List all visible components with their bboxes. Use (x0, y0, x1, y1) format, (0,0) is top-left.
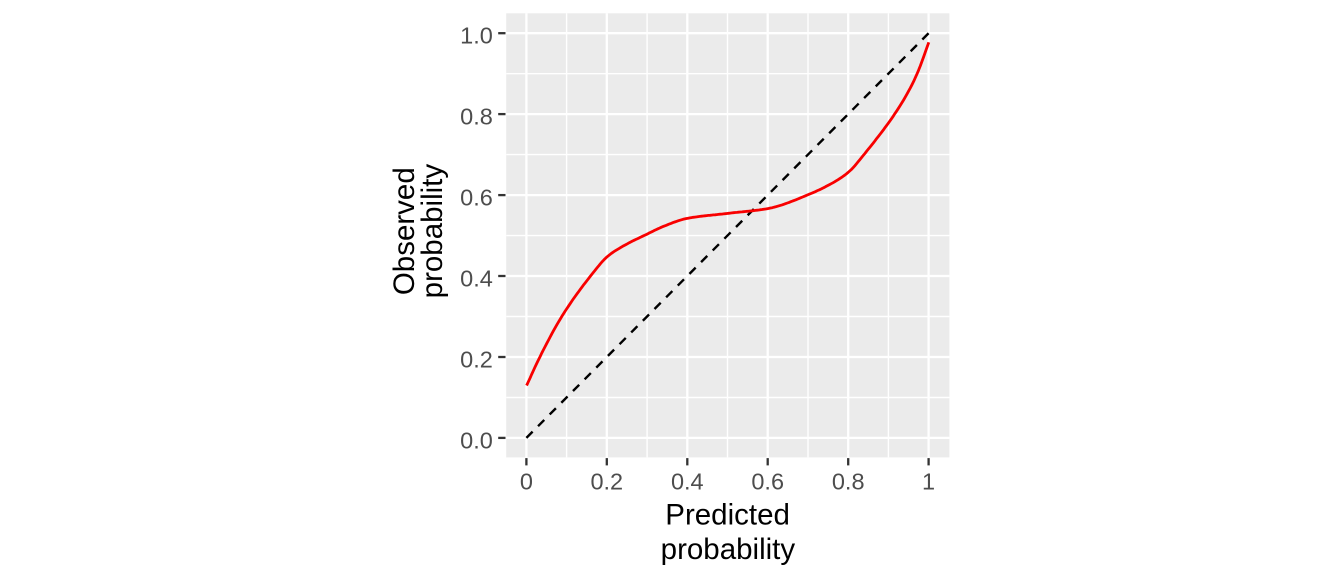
svg-text:1: 1 (922, 469, 935, 495)
svg-text:1.0: 1.0 (460, 23, 493, 49)
svg-text:0.4: 0.4 (671, 469, 704, 495)
svg-text:0.6: 0.6 (751, 469, 784, 495)
svg-text:probability: probability (416, 164, 449, 299)
svg-text:Predicted: Predicted (665, 498, 790, 531)
svg-text:0.8: 0.8 (460, 104, 493, 130)
svg-text:0.0: 0.0 (460, 427, 493, 453)
svg-text:probability: probability (661, 533, 796, 566)
svg-text:Observed: Observed (388, 167, 421, 295)
svg-text:0.4: 0.4 (460, 266, 493, 292)
svg-text:0: 0 (520, 469, 533, 495)
svg-text:0.8: 0.8 (832, 469, 865, 495)
svg-text:0.6: 0.6 (460, 185, 493, 211)
svg-text:0.2: 0.2 (460, 347, 493, 373)
svg-text:0.2: 0.2 (590, 469, 623, 495)
